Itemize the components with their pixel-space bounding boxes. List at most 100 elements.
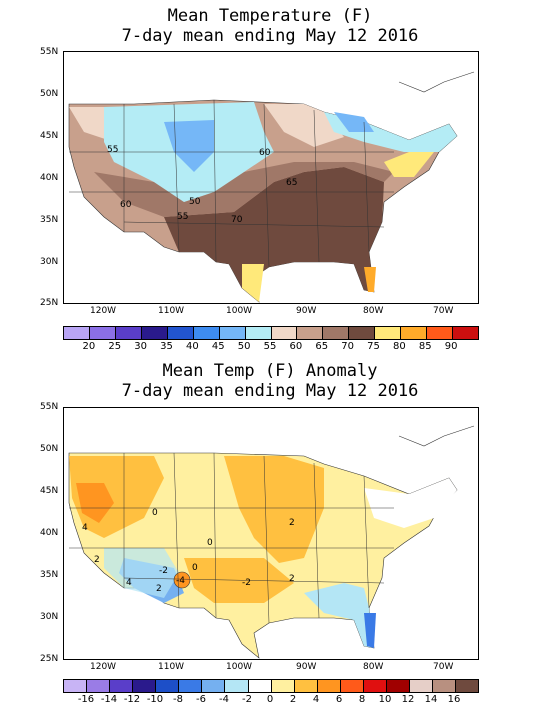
colorbar-label: -12: [123, 694, 141, 705]
contour-label: 2: [156, 584, 162, 594]
colorbar-swatch: [202, 680, 226, 692]
colorbar-label: 65: [315, 341, 329, 352]
colorbar-label: 55: [263, 341, 277, 352]
map1-temperature-map: 55 60 65 50 60 55 70: [63, 51, 479, 304]
colorbar-swatch: [453, 327, 478, 339]
contour-label: 4: [82, 523, 88, 533]
colorbar-swatch: [193, 327, 220, 339]
colorbar-swatch: [89, 327, 116, 339]
colorbar-swatch: [64, 327, 90, 339]
colorbar-label: 75: [367, 341, 380, 352]
colorbar-label: 14: [424, 694, 438, 705]
colorbar-label: 10: [378, 694, 392, 705]
northeast-neutral-region: [364, 478, 457, 528]
contour-label: -2: [159, 566, 168, 576]
contour-label: 60: [120, 200, 132, 210]
contour-label: 60: [259, 148, 271, 158]
contour-label: 55: [107, 145, 119, 155]
colorbar-swatch: [64, 680, 88, 692]
colorbar-label: -2: [242, 694, 252, 705]
colorbar-swatch: [340, 680, 364, 692]
southern-plains-warm: [184, 558, 294, 603]
colorbar-swatch: [401, 327, 428, 339]
map1-colorbar-labels: 20 25 30 35 40 45 50 55 60 65 70 75 80 85 90: [63, 341, 477, 353]
colorbar-swatch: [219, 327, 246, 339]
canada-coastline: [398, 425, 475, 447]
map1-lat-label: 55N: [40, 47, 59, 57]
colorbar-swatch: [167, 327, 194, 339]
colorbar-label: 35: [160, 341, 173, 352]
map1-colorbar: [63, 326, 479, 340]
colorbar-swatch: [317, 680, 341, 692]
colorbar-label: -16: [77, 694, 95, 705]
contour-label: 65: [286, 178, 298, 188]
cold-rockies-region: [164, 120, 214, 172]
map1-lon-label: 90W: [296, 306, 317, 316]
contour-label: 0: [192, 563, 198, 573]
contour-label: 70: [231, 215, 243, 225]
map2-lat-label: 30N: [40, 612, 59, 622]
colorbar-label: 85: [418, 341, 432, 352]
colorbar-swatch: [115, 327, 142, 339]
colorbar-label: -4: [219, 694, 229, 705]
map2-colorbar-labels: -16 -14 -12 -10 -8 -6 -4 -2 0 2 4 6 8 10 12 14 16: [63, 694, 477, 706]
colorbar-label: 80: [393, 341, 406, 352]
colorbar-swatch: [179, 680, 203, 692]
colorbar-swatch: [386, 680, 410, 692]
map1-lat-label: 45N: [40, 131, 59, 141]
south-texas-region: [242, 264, 264, 302]
colorbar-swatch: [323, 327, 350, 339]
colorbar-label: 50: [237, 341, 251, 352]
colorbar-swatch: [456, 680, 479, 692]
map1-lat-label: 35N: [40, 215, 59, 225]
contour-label: 4: [126, 578, 132, 588]
colorbar-label: 12: [401, 694, 415, 705]
canada-coastline: [398, 71, 475, 93]
contour-label: 0: [207, 538, 213, 548]
colorbar-label: 8: [358, 694, 366, 705]
map2-lat-label: 55N: [40, 402, 59, 412]
southwest-cool-ring: [104, 548, 179, 598]
florida-region: [364, 267, 376, 292]
northwest-hot-region: [76, 483, 114, 523]
colorbar-label: 45: [211, 341, 225, 352]
colorbar-swatch: [87, 680, 111, 692]
midlatitude-region: [94, 162, 394, 217]
colorbar-swatch: [375, 327, 402, 339]
colorbar-label: 70: [341, 341, 354, 352]
map1-lon-label: 120W: [90, 306, 117, 316]
warm-south-region: [164, 167, 384, 302]
map2-anomaly-map: 4 2 0 -2 2 2 0 -2 4 2 -4 0: [63, 407, 479, 660]
map1-lon-label: 110W: [158, 306, 185, 316]
colorbar-swatch: [363, 680, 387, 692]
colorbar-swatch: [248, 680, 272, 692]
contour-label: 2: [94, 555, 100, 565]
colorbar-label: 16: [447, 694, 461, 705]
colorbar-label: 25: [108, 341, 122, 352]
contour-label: 50: [189, 197, 201, 207]
contour-label: -2: [242, 578, 251, 588]
colorbar-label: 4: [312, 694, 320, 705]
map1-lat-label: 30N: [40, 257, 59, 267]
map2-lon-label: 70W: [433, 662, 454, 672]
colorbar-label: 40: [186, 341, 199, 352]
florida-cool-region: [364, 613, 376, 648]
contour-label: -4: [176, 576, 185, 586]
colorbar-label: 30: [134, 341, 147, 352]
colorbar-swatch: [110, 680, 134, 692]
colorbar-swatch: [433, 680, 457, 692]
colorbar-label: 20: [82, 341, 96, 352]
northern-plains-region: [264, 104, 344, 147]
map2-lon-label: 120W: [90, 662, 117, 672]
map2-lon-label: 110W: [158, 662, 185, 672]
map1-title-line2: 7-day mean ending May 12 2016: [121, 26, 419, 46]
colorbar-label: 90: [444, 341, 458, 352]
map1-lon-label: 100W: [226, 306, 253, 316]
colorbar-swatch: [245, 327, 272, 339]
map2-lat-label: 50N: [40, 444, 59, 454]
colorbar-swatch: [156, 680, 180, 692]
map1-lat-label: 40N: [40, 173, 59, 183]
colorbar-label: 2: [289, 694, 297, 705]
colorbar-label: -10: [146, 694, 164, 705]
map1-title-line1: Mean Temperature (F): [167, 6, 373, 26]
